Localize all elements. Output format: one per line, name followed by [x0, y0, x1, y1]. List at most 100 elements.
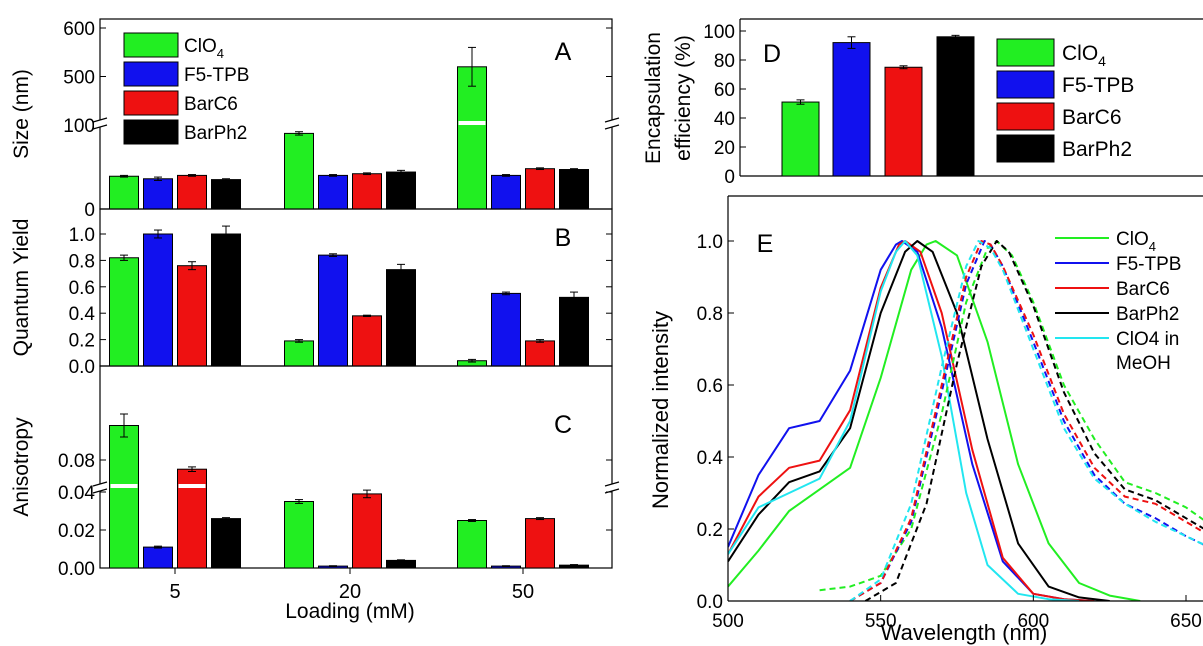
panel-e-letter: E [757, 230, 774, 258]
panel-b-bar-ClO4-20 [284, 340, 314, 367]
panel-c-letter: C [554, 411, 572, 439]
panel-c-bar-ClO4-5 [109, 425, 139, 569]
panel-c-bar-ClO4-20 [284, 501, 314, 569]
panel-b-bar-BarPh2-5 [211, 233, 241, 367]
panel-c-bar-F5-TPB-5 [143, 546, 173, 569]
panel-e-emission-curve-BarPh2 [864, 240, 1203, 601]
panel-b-bar-BarPh2-50 [559, 296, 589, 367]
panel-e-legend-label2-ClO4 in MeOH: MeOH [1116, 353, 1171, 374]
panel-d-bar-BarPh2 [936, 36, 975, 177]
panel-e-ylabel: Normalized intensity [648, 311, 673, 509]
panel-e-emission-curve-BarC6 [849, 240, 1203, 601]
panel-a-bar-BarPh2-20 [386, 171, 416, 210]
panel-e-absorption-curve-F5-TPB [728, 240, 1095, 601]
panel-a-ytick-label: 0 [84, 200, 95, 221]
panel-d-legend-label-ClO4: ClO4 [1062, 42, 1106, 69]
panel-d-legend-label-F5-TPB: F5-TPB [1062, 74, 1134, 97]
panel-a-bar-BarPh2-5 [211, 179, 241, 210]
panel-e-xtick-label-600: 600 [1017, 611, 1049, 632]
panel-c-ylabel: Anisotropy [10, 417, 33, 517]
panel-b-bar-BarC6-50 [525, 340, 555, 367]
panel-a-letter: A [555, 38, 572, 66]
panel-e-absorption-curve-ClO4 [728, 240, 1141, 601]
panel-a-legend-label-BarC6: BarC6 [184, 94, 238, 115]
panel-e-absorption-curve-ClO4 in MeOH [728, 240, 1080, 601]
panel-d-bar-ClO4 [781, 101, 820, 177]
panel-d-ytick-label: 40 [714, 109, 735, 130]
panel-e-legend-label-F5-TPB: F5-TPB [1116, 254, 1181, 275]
panel-d-ytick-label: 0 [724, 167, 735, 188]
panel-b-ytick-label: 0.8 [69, 251, 95, 272]
panel-a-axis-break-mark2-right [604, 124, 620, 130]
panel-d-encapsulation-chart: 0 20 40 60 80 100 Encapsulation efficiency (%) D… [642, 18, 1203, 188]
panel-a-legend-swatch-F5-TPB [123, 61, 179, 87]
panel-a-legend-label-ClO4: ClO4 [184, 36, 224, 61]
panel-d-ylabel-line1: Encapsulation [642, 32, 665, 164]
panel-b-bar-ClO4-5 [109, 257, 139, 367]
panel-e-emission-curve-F5-TPB [849, 240, 1203, 601]
panel-a-bar-F5-TPB-5 [143, 178, 173, 210]
panel-c-xtick-label-20: 20 [339, 581, 361, 603]
panel-c-axis-break-mark-left [92, 481, 108, 487]
panel-e-ytick-label: 0.4 [697, 448, 724, 469]
panel-b-ytick-label: 0.0 [69, 357, 95, 378]
panel-a-legend-swatch-BarPh2 [123, 119, 179, 145]
panel-a-bar-ClO4-20 [284, 132, 314, 210]
panel-d-ytick-label: 60 [714, 80, 735, 101]
panel-a-bar-F5-TPB-50 [491, 174, 521, 210]
panel-a-bar-BarC6-50 [525, 168, 555, 210]
panel-b-bar-BarPh2-20 [386, 269, 416, 367]
panel-b-bar-BarC6-5 [177, 265, 207, 367]
panel-c-bar-BarPh2-20 [386, 559, 416, 569]
panel-c-anisotropy-chart: 0.00 0.02 0.04 0.08 Anisotropy C 5 20 50 Loading … [10, 365, 620, 623]
panel-a-bar-ClO4-5 [109, 175, 139, 210]
panel-b-bar-F5-TPB-20 [318, 254, 348, 367]
panel-c-axis-break-mark-right [604, 481, 620, 487]
panel-c-bar-ClO4-50 [457, 520, 487, 569]
panel-e-legend-label-BarC6: BarC6 [1116, 279, 1170, 300]
panel-e-ytick-label: 1.0 [697, 232, 723, 253]
panel-c-xtick-label-50: 50 [512, 581, 534, 603]
panel-e-legend-label-BarPh2: BarPh2 [1116, 304, 1179, 325]
panel-e-absorption-curve-BarPh2 [728, 240, 1110, 601]
panel-c-bar-BarC6-20 [352, 493, 382, 569]
panel-d-letter: D [763, 40, 781, 68]
panel-c-axis-break-gap-right [606, 484, 618, 491]
panel-b-ytick-label: 0.4 [69, 304, 96, 325]
panel-e-absorption-curve-BarC6 [728, 240, 1095, 601]
panel-c-ytick-label: 0.02 [58, 521, 95, 542]
panel-e-spectra-chart: 500 550 600 650 0.0 0.2 0.4 0.6 0.8 1.0 Wavelength… [648, 195, 1203, 645]
panel-a-axis-break-gap-right [606, 120, 618, 127]
panel-c-bar-break-clo4 [110, 484, 138, 488]
panel-a-bar-break [458, 121, 486, 125]
panel-e-ytick-label: 0.6 [697, 376, 723, 397]
panel-d-bar-F5-TPB [832, 42, 871, 177]
panel-a-size-chart: 0 100 500 600 Size (nm) A ClO4 F5-TPB BarC6 BarPh… [10, 18, 620, 221]
panel-a-bar-BarC6-5 [177, 174, 207, 210]
panel-b-bar-F5-TPB-50 [491, 292, 521, 367]
panel-c-ytick-label: 0.08 [58, 451, 95, 472]
panel-e-ytick-label: 0.0 [697, 592, 723, 613]
panel-c-bar-BarC6-50 [525, 518, 555, 569]
panel-e-ytick-label: 0.2 [697, 520, 723, 541]
panel-c-ytick-label: 0.00 [58, 559, 95, 580]
panel-e-emission-curve-ClO4 in MeOH [849, 240, 1203, 601]
panel-c-bar-break-barc6 [178, 484, 206, 488]
panel-a-bar-BarC6-20 [352, 173, 382, 210]
panel-a-ytick-label: 600 [63, 19, 95, 40]
panel-b-ytick-label: 0.2 [69, 331, 95, 352]
panel-a-axis-break-mark-right [604, 117, 620, 123]
panel-a-axis-break-mark2-left [92, 124, 108, 130]
panel-c-axis-break-mark2-left [92, 488, 108, 494]
panel-a-legend-swatch-ClO4 [123, 32, 179, 58]
panel-c-axis-break-gap-left [94, 484, 106, 491]
panel-c-xlabel: Loading (mM) [285, 600, 415, 623]
panel-d-legend-swatch-F5-TPB [996, 70, 1055, 99]
panel-d-legend-swatch-BarC6 [996, 102, 1055, 131]
panel-a-bar-ClO4-50 [457, 66, 487, 210]
panel-a-axis-break-gap-left [94, 120, 106, 127]
panel-d-legend-label-BarPh2: BarPh2 [1062, 138, 1132, 161]
panel-a-ytick-label: 100 [63, 116, 95, 137]
panel-e-xtick-label-650: 650 [1170, 611, 1202, 632]
